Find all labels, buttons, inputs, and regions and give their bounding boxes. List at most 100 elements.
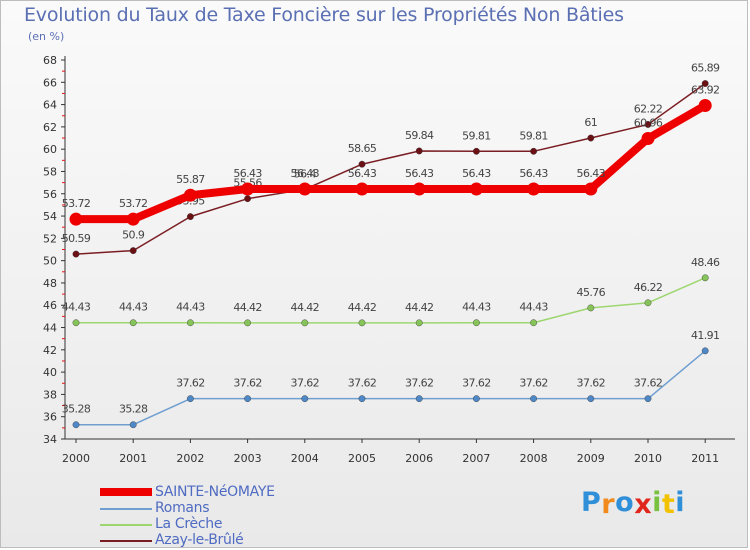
data-point [301,319,309,327]
data-point [415,319,423,327]
data-point [298,182,312,196]
data-label: 46.22 [634,281,663,294]
data-point [472,319,480,327]
series-line [75,277,706,324]
data-label: 37.62 [405,377,434,390]
data-point [244,195,252,203]
data-point [186,213,194,221]
data-point [72,421,80,429]
data-label: 56.43 [519,167,548,180]
unit-label: (en %) [28,30,65,43]
legend-label: SAINTE-NéOMAYE [155,484,275,500]
legend-item: La Crèche [100,516,340,532]
y-tick-label: 62 [43,121,57,134]
data-point [72,319,80,327]
y-tick-label: 42 [43,344,57,357]
data-label: 65.89 [691,62,720,75]
data-point [644,121,652,128]
y-tick-label: 34 [43,433,57,446]
data-point [183,188,197,202]
series-line [75,350,706,426]
legend-swatch [100,524,152,526]
data-point [358,395,366,403]
data-point [129,421,137,429]
data-label: 55.87 [176,173,205,186]
data-point [355,182,369,196]
data-label: 56.4 [294,167,317,180]
logo-letter: x [634,489,653,520]
data-point [126,212,140,226]
data-point [701,80,709,87]
x-tick-label: 2004 [291,452,319,465]
data-point [69,212,83,226]
y-tick-label: 64 [43,99,57,112]
data-point [129,247,137,255]
data-label: 37.62 [519,377,548,390]
y-tick-label: 46 [43,299,57,312]
data-label: 48.46 [691,256,720,269]
data-point [301,395,309,403]
x-tick-label: 2007 [462,452,490,465]
data-point [244,319,252,327]
data-point [530,147,537,155]
data-label: 44.43 [119,301,148,314]
data-label: 59.81 [519,129,548,142]
data-label: 41.91 [691,329,720,342]
y-tick-label: 36 [43,411,57,424]
data-label: 37.62 [176,377,205,390]
data-point [530,395,537,403]
data-label: 44.43 [519,301,548,314]
data-point [527,182,541,196]
x-tick-label: 2011 [691,452,719,465]
x-tick-label: 2010 [634,452,662,465]
data-point [584,182,598,196]
data-label: 60.96 [634,116,663,129]
data-label: 61 [584,116,597,129]
data-label: 56.43 [462,167,491,180]
data-point [641,131,655,145]
data-label: 50.9 [122,229,145,242]
data-point [701,274,709,282]
data-point [469,182,483,196]
x-tick-label: 2009 [577,452,605,465]
data-label: 53.72 [62,197,91,210]
x-tick-label: 2005 [348,452,376,465]
data-label: 53.72 [119,197,148,210]
data-point [644,395,652,403]
data-point [587,304,595,312]
logo-letter: P [581,487,602,518]
data-label: 56.43 [291,167,320,180]
data-point [415,395,423,403]
data-label: 44.43 [62,301,91,314]
logo-letter: i [675,487,686,518]
legend-item: SAINTE-NéOMAYE [100,484,340,500]
chart-title: Evolution du Taux de Taxe Foncière sur l… [24,4,624,26]
data-label: 62.22 [634,102,663,115]
y-tick-label: 38 [43,388,57,401]
data-point [698,98,712,112]
x-tick-label: 2001 [119,452,147,465]
data-label: 56.43 [405,167,434,180]
data-point [241,182,255,196]
data-label: 37.62 [634,377,663,390]
data-label: 44.42 [233,301,262,314]
y-tick-label: 48 [43,277,57,290]
data-label: 59.81 [462,129,491,142]
data-label: 44.43 [462,301,491,314]
data-label: 37.62 [233,377,262,390]
data-label: 44.43 [176,301,205,314]
data-label: 44.42 [348,301,377,314]
data-label: 56.43 [348,167,377,180]
legend-swatch [100,508,152,510]
x-tick-label: 2002 [176,452,204,465]
data-point [472,395,480,403]
data-point [644,299,652,307]
x-tick-label: 2008 [520,452,548,465]
legend-label: Azay-le-Brûlé [155,532,244,548]
logo-letter: i [652,487,662,518]
data-label: 35.28 [62,403,91,416]
logo-letter: r [601,489,616,520]
legend-label: La Crèche [155,516,223,532]
data-label: 63.92 [691,83,720,96]
y-tick-label: 58 [43,165,57,178]
